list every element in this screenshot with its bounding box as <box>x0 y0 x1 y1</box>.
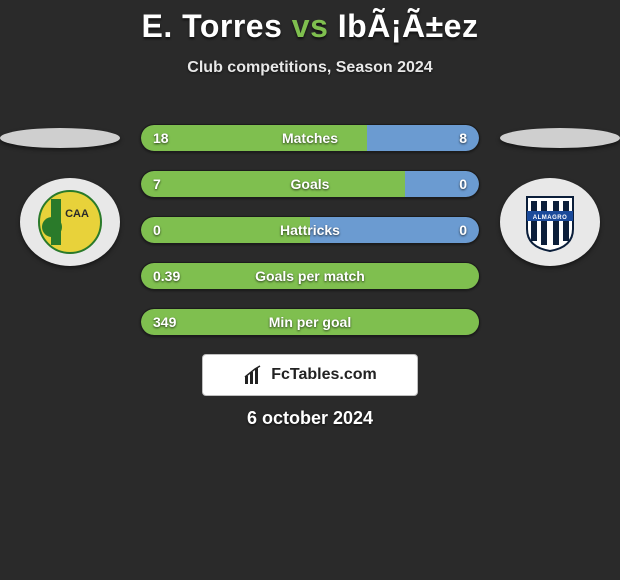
stat-row: 0 Hattricks 0 <box>140 216 480 244</box>
subtitle: Club competitions, Season 2024 <box>0 59 620 77</box>
stat-metric: Matches <box>141 130 479 146</box>
stat-row: 0.39 Goals per match <box>140 262 480 290</box>
attribution-badge[interactable]: FcTables.com <box>202 354 418 396</box>
stat-row: 349 Min per goal <box>140 308 480 336</box>
stat-metric: Min per goal <box>141 314 479 330</box>
player-left-name: E. Torres <box>142 8 283 44</box>
crest-right-icon: ALMAGRO <box>517 189 583 255</box>
stat-row: 18 Matches 8 <box>140 124 480 152</box>
stats-rows: 18 Matches 8 7 Goals 0 0 Hattricks 0 0.3… <box>140 124 480 354</box>
date-text: 6 october 2024 <box>0 408 620 429</box>
club-crest-left: CAA <box>20 178 120 266</box>
vs-word: vs <box>292 8 329 44</box>
chart-icon <box>243 364 265 386</box>
club-crest-right: ALMAGRO <box>500 178 600 266</box>
svg-text:CAA: CAA <box>65 208 89 220</box>
stat-metric: Hattricks <box>141 222 479 238</box>
stat-metric: Goals <box>141 176 479 192</box>
stat-right-value: 0 <box>459 176 467 192</box>
page-title: E. Torres vs IbÃ¡Ã±ez <box>0 0 620 45</box>
stat-row: 7 Goals 0 <box>140 170 480 198</box>
player-right-name: IbÃ¡Ã±ez <box>338 8 479 44</box>
attribution-text: FcTables.com <box>271 366 377 384</box>
stat-right-value: 0 <box>459 222 467 238</box>
player-left-silhouette <box>0 128 120 148</box>
comparison-card: E. Torres vs IbÃ¡Ã±ez Club competitions,… <box>0 0 620 580</box>
stat-metric: Goals per match <box>141 268 479 284</box>
svg-text:ALMAGRO: ALMAGRO <box>533 215 568 221</box>
player-right-silhouette <box>500 128 620 148</box>
crest-left-icon: CAA <box>37 189 103 255</box>
stat-right-value: 8 <box>459 130 467 146</box>
